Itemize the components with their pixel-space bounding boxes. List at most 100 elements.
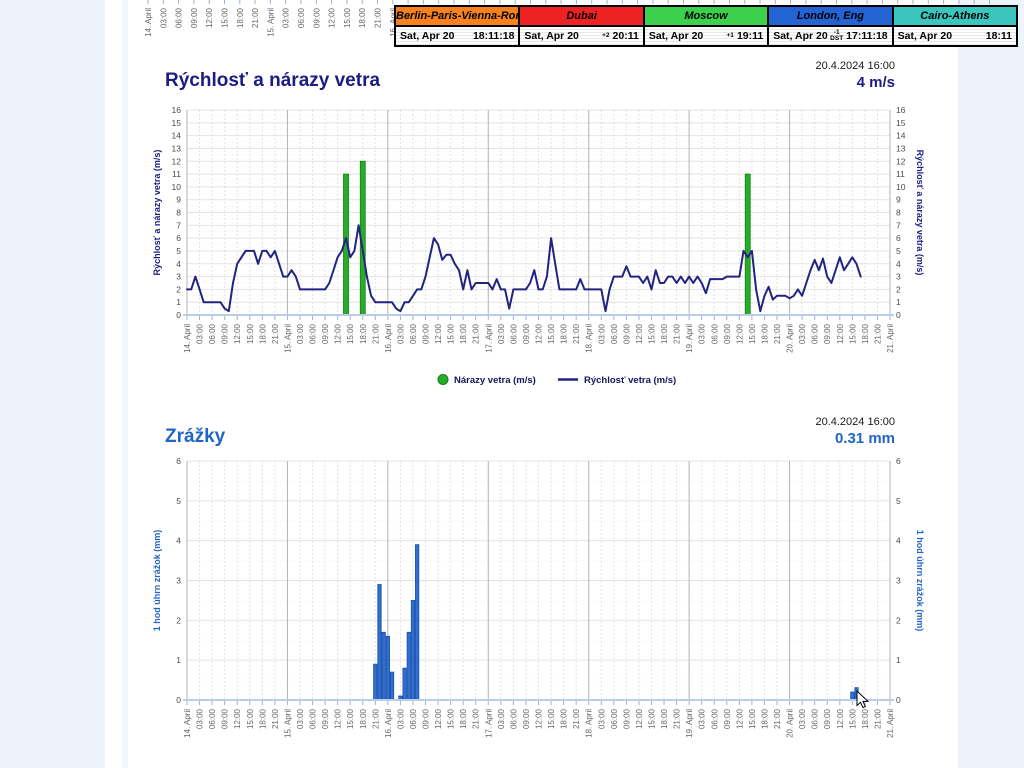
svg-text:15:00: 15:00 [748, 323, 757, 344]
svg-text:15:00: 15:00 [547, 323, 556, 344]
svg-text:12:00: 12:00 [735, 323, 744, 344]
svg-text:06:00: 06:00 [610, 708, 619, 729]
svg-text:Rýchlosť a nárazy vetra (m/s): Rýchlosť a nárazy vetra (m/s) [152, 150, 162, 276]
svg-text:12:00: 12:00 [334, 708, 343, 729]
clock-time-value: 18:11 [985, 30, 1013, 42]
clock-time-value: 20:11 [612, 30, 639, 42]
svg-text:20. April: 20. April [786, 324, 795, 353]
svg-text:21:00: 21:00 [572, 323, 581, 344]
clock-date: Sat, Apr 20 [773, 30, 828, 42]
x-axis-baseline [183, 699, 894, 705]
rain-bars [373, 544, 859, 701]
svg-text:12:00: 12:00 [635, 323, 644, 344]
svg-text:09:00: 09:00 [422, 323, 431, 344]
svg-text:18:00: 18:00 [861, 708, 870, 729]
svg-text:21:00: 21:00 [251, 7, 260, 28]
bar [406, 631, 411, 701]
svg-text:21:00: 21:00 [873, 708, 882, 729]
svg-text:15:00: 15:00 [343, 7, 352, 28]
clock-time-value: 17:11:18 [846, 30, 888, 42]
svg-text:14: 14 [896, 131, 906, 141]
svg-text:18:00: 18:00 [459, 708, 468, 729]
svg-text:03:00: 03:00 [698, 323, 707, 344]
svg-text:12:00: 12:00 [535, 708, 544, 729]
svg-text:9: 9 [896, 195, 901, 205]
svg-text:15:00: 15:00 [447, 323, 456, 344]
svg-text:21:00: 21:00 [371, 708, 380, 729]
svg-text:03:00: 03:00 [497, 323, 506, 344]
svg-text:16: 16 [172, 105, 182, 115]
clock-cell-2: Moscow Sat, Apr 20 +1 19:11 [642, 7, 768, 45]
svg-text:15:00: 15:00 [647, 708, 656, 729]
svg-text:12:00: 12:00 [205, 7, 214, 28]
svg-text:15:00: 15:00 [346, 708, 355, 729]
svg-text:14: 14 [172, 131, 182, 141]
bar [377, 584, 382, 701]
svg-text:17. April: 17. April [484, 709, 493, 738]
svg-text:12:00: 12:00 [635, 708, 644, 729]
vertical-gridlines [186, 110, 891, 315]
bar [381, 631, 386, 701]
x-axis-labels: 14. April 03:00 06:00 09:00 12:00 15:00 18:00 2… [183, 323, 895, 352]
svg-text:Rýchlosť vetra (m/s): Rýchlosť vetra (m/s) [584, 375, 676, 386]
x-axis-baseline [183, 314, 894, 320]
svg-text:21:00: 21:00 [773, 323, 782, 344]
precip-chart-current-value: 0.31 mm [834, 430, 895, 447]
wind-chart-plot[interactable]: 0123456789101112131415160123456789101112… [130, 95, 942, 407]
clock-city-name: London, Eng [769, 7, 892, 27]
clock-time-row: Sat, Apr 20 18:11 [893, 27, 1017, 45]
svg-text:2: 2 [896, 615, 901, 625]
svg-text:10: 10 [896, 182, 906, 192]
svg-text:15:00: 15:00 [447, 708, 456, 729]
svg-text:4: 4 [896, 259, 901, 269]
svg-text:06:00: 06:00 [208, 323, 217, 344]
svg-text:0: 0 [176, 695, 181, 705]
svg-text:7: 7 [896, 220, 901, 230]
wind-chart-current-value: 4 m/s [856, 74, 895, 91]
svg-text:5: 5 [176, 246, 181, 256]
clock-city-name: Berlin-Paris-Vienna-Roma [396, 7, 519, 27]
svg-text:Nárazy vetra (m/s): Nárazy vetra (m/s) [454, 375, 536, 386]
clock-cell-1: Dubai Sat, Apr 20 +2 20:11 [518, 7, 643, 45]
svg-text:13: 13 [172, 143, 182, 153]
svg-text:21:00: 21:00 [572, 708, 581, 729]
svg-text:18:00: 18:00 [660, 323, 669, 344]
svg-text:06:00: 06:00 [509, 708, 518, 729]
top-axis-ticks: 14. April 03:00 06:00 09:00 12:00 15:00 18:00 2… [144, 0, 990, 37]
svg-text:3: 3 [896, 272, 901, 282]
svg-text:18:00: 18:00 [459, 323, 468, 344]
svg-text:09:00: 09:00 [723, 708, 732, 729]
svg-text:15: 15 [172, 118, 182, 128]
svg-text:18:00: 18:00 [861, 323, 870, 344]
wind-chart-legend: Nárazy vetra (m/s) Rýchlosť vetra (m/s) [437, 374, 676, 386]
svg-text:03:00: 03:00 [282, 7, 291, 28]
wind-chart-title: Rýchlosť a nárazy vetra [165, 70, 381, 91]
svg-text:19. April: 19. April [685, 324, 694, 353]
svg-text:19. April: 19. April [685, 709, 694, 738]
svg-text:18:00: 18:00 [560, 323, 569, 344]
svg-text:13: 13 [896, 143, 906, 153]
svg-text:18:00: 18:00 [359, 323, 368, 344]
svg-text:1: 1 [896, 655, 901, 665]
precip-chart-datetime: 20.4.2024 16:00 [815, 416, 895, 428]
bar [373, 663, 378, 701]
svg-text:03:00: 03:00 [159, 7, 168, 28]
svg-text:12:00: 12:00 [233, 708, 242, 729]
svg-text:9: 9 [176, 195, 181, 205]
mouse-cursor [856, 689, 870, 709]
svg-text:09:00: 09:00 [522, 323, 531, 344]
svg-text:15:00: 15:00 [848, 708, 857, 729]
bar [744, 173, 751, 316]
svg-text:10: 10 [172, 182, 182, 192]
svg-text:16. April: 16. April [384, 324, 393, 353]
clock-cell-0: Berlin-Paris-Vienna-Roma Sat, Apr 20 18:11… [396, 7, 519, 45]
precip-chart-title: Zrážky [165, 426, 226, 447]
svg-text:6: 6 [896, 456, 901, 466]
svg-text:1: 1 [896, 297, 901, 307]
svg-text:12:00: 12:00 [735, 708, 744, 729]
svg-text:12:00: 12:00 [836, 323, 845, 344]
svg-text:11: 11 [172, 169, 181, 179]
svg-text:15. April: 15. April [283, 709, 292, 738]
svg-text:09:00: 09:00 [221, 323, 230, 344]
